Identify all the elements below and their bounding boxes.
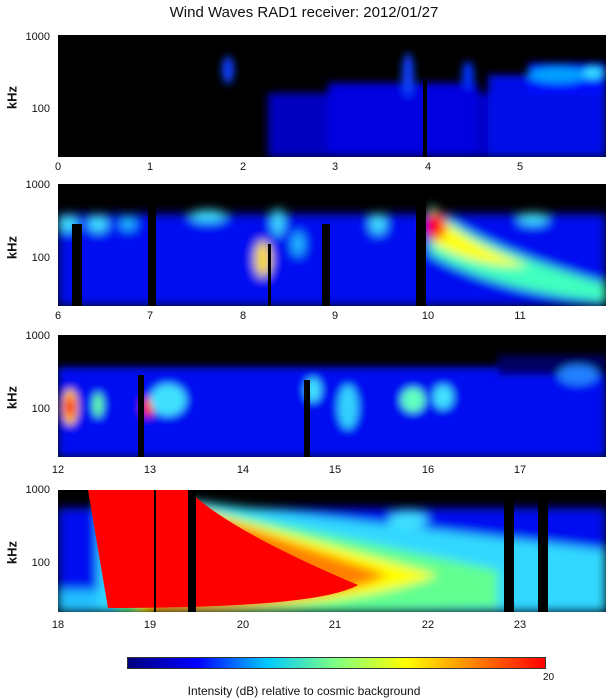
ytick-100-p4: 100 [31, 557, 50, 569]
xtick-p1-1: 1 [146, 161, 154, 173]
xtick-p4-5: 23 [513, 619, 527, 631]
ytick-1000-p2: 1000 [25, 179, 50, 191]
xtick-p2-2: 8 [239, 310, 247, 322]
spectrogram-panel-4 [58, 490, 606, 612]
xtick-p3-5: 17 [513, 464, 527, 476]
xtick-p2-3: 9 [331, 310, 339, 322]
colorbar-max-label: 20 [543, 672, 555, 683]
xtick-p4-4: 22 [421, 619, 435, 631]
ytick-100-p2: 100 [31, 252, 50, 264]
chart-title: Wind Waves RAD1 receiver: 2012/01/27 [169, 4, 439, 21]
ylabel-p1: kHz [4, 85, 20, 110]
xtick-p3-0: 12 [51, 464, 65, 476]
xtick-p4-1: 19 [143, 619, 157, 631]
xtick-p1-5: 5 [516, 161, 524, 173]
colorbar [127, 657, 546, 669]
ytick-1000-p4: 1000 [25, 484, 50, 496]
xtick-p4-3: 21 [328, 619, 342, 631]
xtick-p4-2: 20 [236, 619, 250, 631]
xtick-p3-2: 14 [236, 464, 250, 476]
xtick-p3-4: 16 [421, 464, 435, 476]
colorbar-label: Intensity (dB) relative to cosmic backgr… [187, 684, 421, 698]
xtick-p4-0: 18 [51, 619, 65, 631]
xtick-p2-5: 11 [514, 310, 526, 322]
xtick-p1-4: 4 [424, 161, 432, 173]
ylabel-p4: kHz [4, 540, 20, 565]
spectrogram-panel-3 [58, 335, 606, 457]
xtick-p3-3: 15 [328, 464, 342, 476]
ytick-1000-p1: 1000 [25, 31, 50, 43]
ytick-100-p3: 100 [31, 403, 50, 415]
xtick-p2-0: 6 [54, 310, 62, 322]
xtick-p3-1: 13 [143, 464, 157, 476]
xtick-p2-4: 10 [421, 310, 435, 322]
xtick-p1-3: 3 [331, 161, 339, 173]
spectrogram-panel-2 [58, 184, 606, 306]
ytick-1000-p3: 1000 [25, 330, 50, 342]
xtick-p1-0: 0 [54, 161, 62, 173]
xtick-p2-1: 7 [146, 310, 154, 322]
ytick-100-p1: 100 [31, 103, 50, 115]
xtick-p1-2: 2 [239, 161, 247, 173]
ylabel-p2: kHz [4, 235, 20, 260]
spectrogram-panel-1 [58, 35, 606, 157]
ylabel-p3: kHz [4, 385, 20, 410]
